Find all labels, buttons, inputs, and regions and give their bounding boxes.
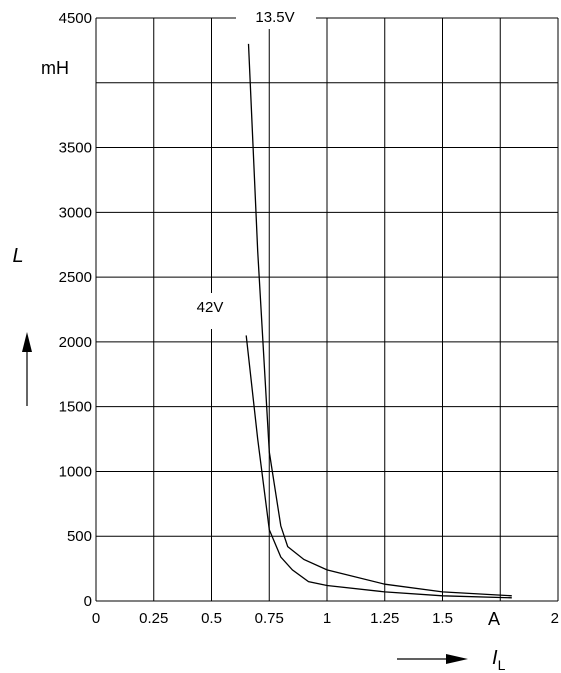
x-unit-label: A: [488, 609, 500, 629]
y-unit-label: mH: [41, 58, 69, 78]
x-tick-labels: 0 0.25 0.5 0.75 1 1.25 1.5 2: [92, 610, 559, 627]
series-label-42v: 42V: [197, 299, 224, 316]
x-tick-label-3: 0.75: [255, 610, 284, 627]
series-label-42v-background: [185, 293, 235, 329]
x-tick-label-2: 0.5: [201, 610, 222, 627]
x-axis-symbol-group: IL: [492, 647, 506, 673]
series-line-1: [245, 335, 512, 599]
x-axis-arrow-head: [446, 654, 468, 664]
x-tick-label-7: 2: [551, 610, 559, 627]
x-tick-label-0: 0: [92, 610, 100, 627]
y-tick-label-0: 0: [84, 593, 92, 610]
y-tick-label-6: 3000: [59, 204, 92, 221]
y-tick-label-4: 2000: [59, 334, 92, 351]
series-label-13-5v: 13.5V: [255, 9, 294, 26]
x-axis-symbol-subscript: L: [498, 657, 506, 673]
series-line-0: [247, 43, 512, 597]
y-axis-arrow-head: [22, 332, 32, 352]
y-tick-label-7: 3500: [59, 140, 92, 157]
grid: [95, 17, 559, 602]
y-tick-label-1: 500: [67, 528, 92, 545]
y-tick-label-5: 2500: [59, 269, 92, 286]
curves: [245, 43, 512, 599]
y-unit-background: [32, 52, 80, 78]
y-tick-label-2: 1000: [59, 463, 92, 480]
x-axis-symbol: I: [492, 647, 498, 669]
y-axis-symbol: L: [12, 245, 23, 267]
x-tick-label-1: 0.25: [139, 610, 168, 627]
x-unit-background: [482, 603, 508, 629]
x-tick-label-4: 1: [323, 610, 331, 627]
x-tick-label-5: 1.25: [370, 610, 399, 627]
x-tick-label-6: 1.5: [432, 610, 453, 627]
y-tick-labels: 0 500 1000 1500 2000 2500 3000 3500 4500: [59, 10, 92, 610]
y-tick-label-3: 1500: [59, 399, 92, 416]
series-label-13-5v-background: [236, 5, 316, 29]
y-tick-label-8: 4500: [59, 10, 92, 27]
